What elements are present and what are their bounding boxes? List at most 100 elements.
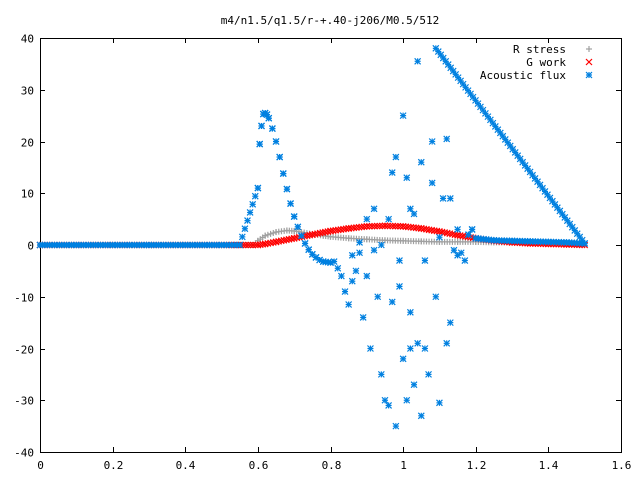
data-point (457, 249, 465, 257)
data-point (285, 235, 293, 243)
data-point (432, 293, 440, 301)
data-point (428, 226, 436, 234)
data-point (433, 227, 441, 235)
data-point (371, 222, 379, 230)
data-point (439, 195, 447, 202)
data-point (256, 140, 264, 148)
data-point (389, 222, 397, 230)
data-point (454, 231, 462, 239)
data-point (443, 229, 451, 237)
axes: 0 0.2 0.4 0.6 0.8 1 1.2 1.4 1.6 -40 -30 -20 -10 0 10 20… (14, 33, 631, 473)
data-point (287, 200, 294, 208)
data-point (400, 237, 407, 244)
data-point (277, 237, 285, 245)
data-point (394, 222, 402, 230)
data-point (377, 370, 385, 378)
legend-marker (585, 58, 593, 66)
data-point (262, 232, 269, 239)
legend-marker (585, 71, 593, 79)
data-point (421, 345, 429, 352)
data-point (450, 246, 458, 254)
data-point (279, 170, 287, 178)
data-point (236, 241, 244, 249)
data-point (261, 240, 269, 248)
data-point (377, 241, 385, 249)
legend-label: G work (526, 56, 566, 69)
data-point (490, 236, 498, 244)
data-point (406, 308, 414, 316)
data-point (298, 232, 305, 240)
y-tick-label: 10 (21, 188, 34, 201)
data-point (282, 236, 290, 244)
data-point (368, 222, 376, 230)
data-point (388, 298, 396, 306)
data-point (264, 231, 271, 238)
data-point (451, 231, 459, 239)
data-point (72, 241, 80, 249)
data-point (345, 235, 352, 242)
data-point (363, 215, 371, 223)
data-point (472, 234, 480, 242)
data-point (345, 301, 353, 308)
y-tick-label: 0 (27, 240, 34, 253)
data-point (396, 282, 403, 290)
data-point (428, 179, 436, 187)
data-point (348, 277, 356, 285)
data-point (273, 229, 280, 236)
data-point (399, 112, 407, 120)
data-point (367, 345, 374, 352)
data-point (283, 185, 291, 193)
data-point (246, 209, 254, 216)
data-point (319, 258, 327, 265)
data-point (392, 153, 400, 161)
data-point (254, 241, 262, 249)
data-point (370, 246, 378, 254)
data-point (370, 205, 378, 213)
data-point (258, 122, 265, 130)
data-point (334, 264, 342, 272)
data-point (417, 412, 425, 420)
data-point (319, 229, 327, 237)
data-point (396, 257, 403, 264)
data-point (418, 238, 425, 245)
y-tick-label: 20 (21, 137, 34, 150)
legend-label: Acoustic flux (480, 69, 566, 82)
legend-label: R stress (513, 43, 566, 56)
data-point (145, 241, 153, 249)
data-point (321, 228, 329, 236)
data-point (446, 319, 454, 327)
data-point (272, 238, 280, 246)
data-point (341, 288, 349, 295)
data-point (454, 226, 462, 233)
data-point (381, 237, 388, 244)
data-point (241, 225, 249, 233)
y-tick-label: -30 (14, 395, 34, 408)
data-point (268, 125, 276, 132)
data-point (436, 233, 443, 241)
data-point (436, 399, 443, 407)
x-tick-label: 1 (400, 459, 407, 472)
x-tick-label: 0 (37, 459, 44, 472)
data-point (420, 225, 428, 233)
data-point (290, 213, 298, 220)
data-point (386, 222, 394, 230)
data-point (378, 222, 386, 230)
y-tick-label: -20 (14, 344, 34, 357)
data-point (356, 238, 363, 246)
data-point (446, 195, 454, 202)
data-point (337, 272, 345, 280)
data-point (563, 238, 570, 246)
y-tick-label: -10 (14, 292, 34, 305)
data-point (327, 227, 334, 235)
data-point (454, 251, 462, 259)
data-point (421, 257, 429, 264)
data-point (283, 227, 290, 234)
x-tick-label: 0.6 (249, 459, 269, 472)
data-point (276, 153, 284, 161)
data-point (280, 236, 288, 244)
data-point (403, 174, 411, 182)
data-marks (36, 44, 589, 430)
data-point (425, 226, 433, 234)
data-point (461, 257, 469, 264)
data-point (454, 238, 461, 245)
